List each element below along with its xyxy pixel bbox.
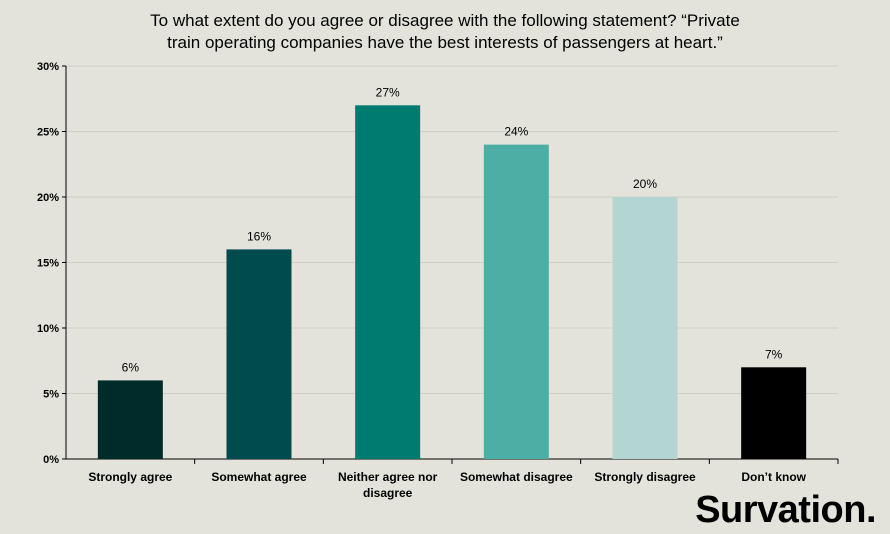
bar xyxy=(741,367,807,459)
x-axis-categories: Strongly agree Somewhat agree Neither agre… xyxy=(88,470,806,500)
data-labels: 6% 16% 27% 24% 20% 7% xyxy=(122,85,783,374)
bar xyxy=(226,249,292,459)
bar xyxy=(97,380,163,459)
y-tick-label: 0% xyxy=(43,454,59,466)
category-label: Neither agree nor xyxy=(338,470,438,484)
survation-logo: Survation. xyxy=(695,489,876,531)
gridlines xyxy=(66,65,838,394)
bar xyxy=(483,144,549,459)
data-label: 20% xyxy=(633,177,657,191)
y-tick-label: 30% xyxy=(37,61,59,73)
bars xyxy=(97,105,807,460)
chart-title-line: To what extent do you agree or disagree … xyxy=(150,11,740,30)
data-label: 24% xyxy=(504,125,528,139)
category-label: disagree xyxy=(363,486,413,500)
category-label: Strongly disagree xyxy=(594,470,696,484)
category-label: Somewhat agree xyxy=(211,470,307,484)
chart-title: To what extent do you agree or disagree … xyxy=(150,11,740,52)
category-label: Strongly agree xyxy=(88,470,172,484)
data-label: 7% xyxy=(765,347,783,361)
y-tick-label: 5% xyxy=(43,389,59,401)
category-label: Somewhat disagree xyxy=(460,470,573,484)
y-tick-label: 10% xyxy=(37,323,59,335)
bar xyxy=(355,105,421,460)
data-label: 6% xyxy=(122,360,140,374)
data-label: 27% xyxy=(376,85,400,99)
y-tick-label: 25% xyxy=(37,127,59,139)
y-tick-label: 20% xyxy=(37,192,59,204)
data-label: 16% xyxy=(247,229,271,243)
axes xyxy=(65,66,839,464)
category-label: Don’t know xyxy=(741,470,806,484)
chart-title-line: train operating companies have the best … xyxy=(167,33,723,52)
y-axis-ticks: 0% 5% 10% 15% 20% 25% 30% xyxy=(37,61,66,466)
bar xyxy=(612,197,678,459)
y-tick-label: 15% xyxy=(37,258,59,270)
